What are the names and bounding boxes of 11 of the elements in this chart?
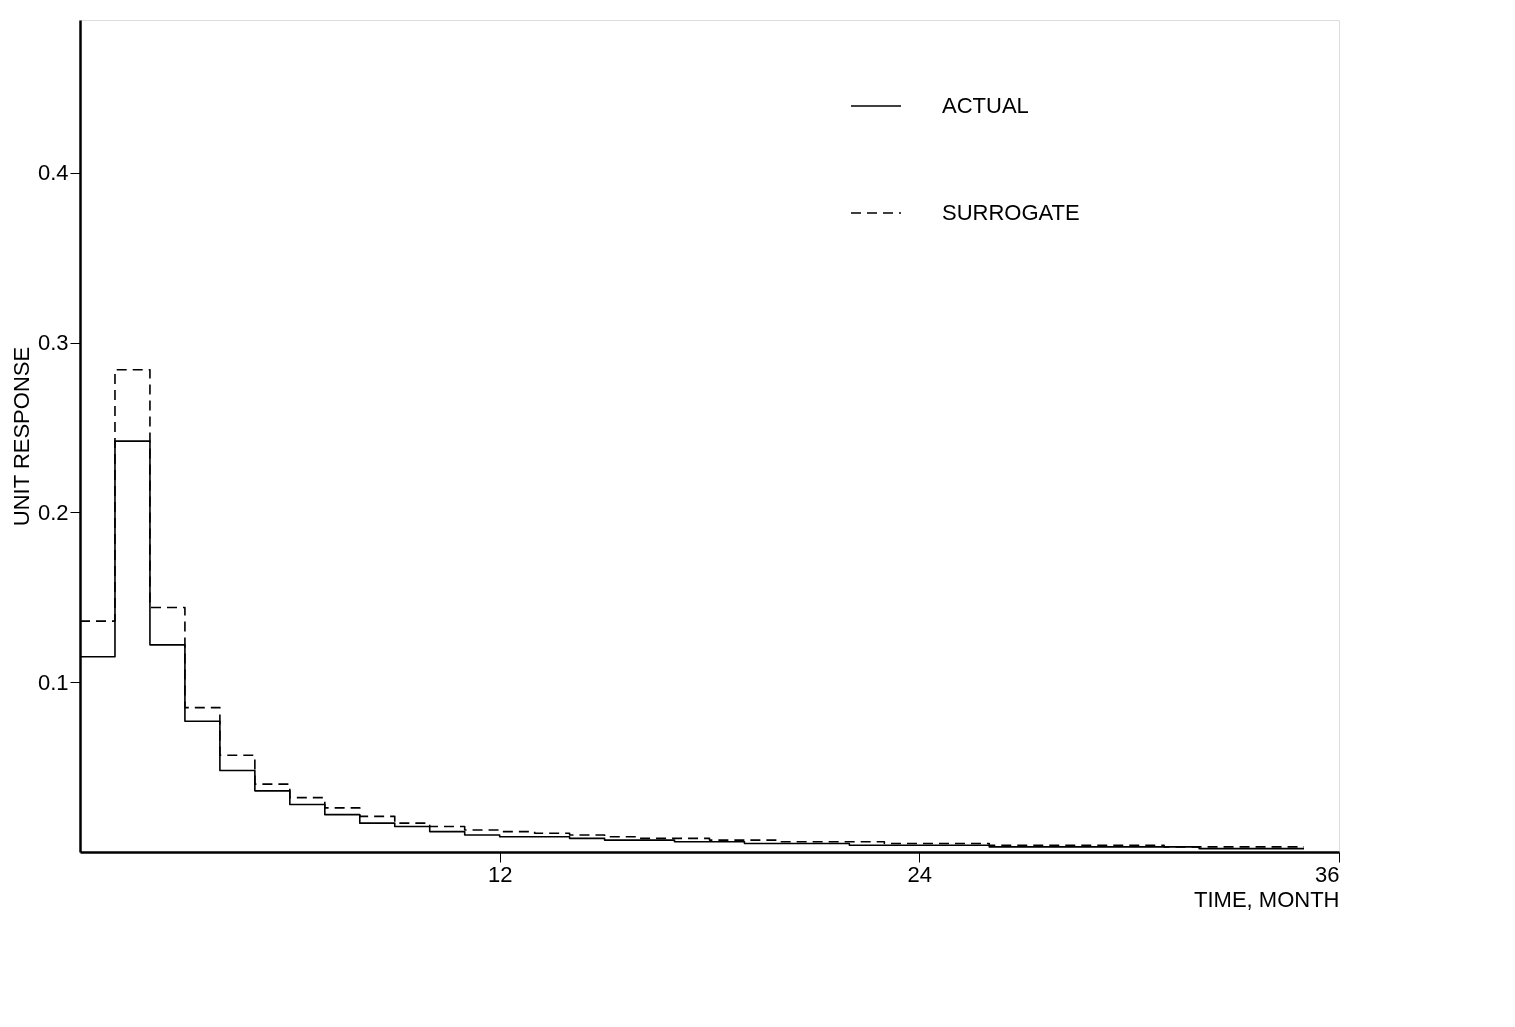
y-tick-label: 0.2 [37,499,69,525]
x-tick-label: 36 [1315,861,1340,887]
x-tick-label: 12 [487,861,513,887]
legend-label: ACTUAL [942,93,1029,118]
y-tick-label: 0.4 [37,160,69,186]
y-tick-label: 0.1 [37,669,69,695]
x-tick-label: 24 [907,861,933,887]
x-axis-title: TIME, MONTH [1194,886,1340,912]
y-tick-label: 0.3 [37,330,69,356]
y-axis-title: UNIT RESPONSE [8,346,34,527]
legend-label: SURROGATE [942,200,1080,225]
